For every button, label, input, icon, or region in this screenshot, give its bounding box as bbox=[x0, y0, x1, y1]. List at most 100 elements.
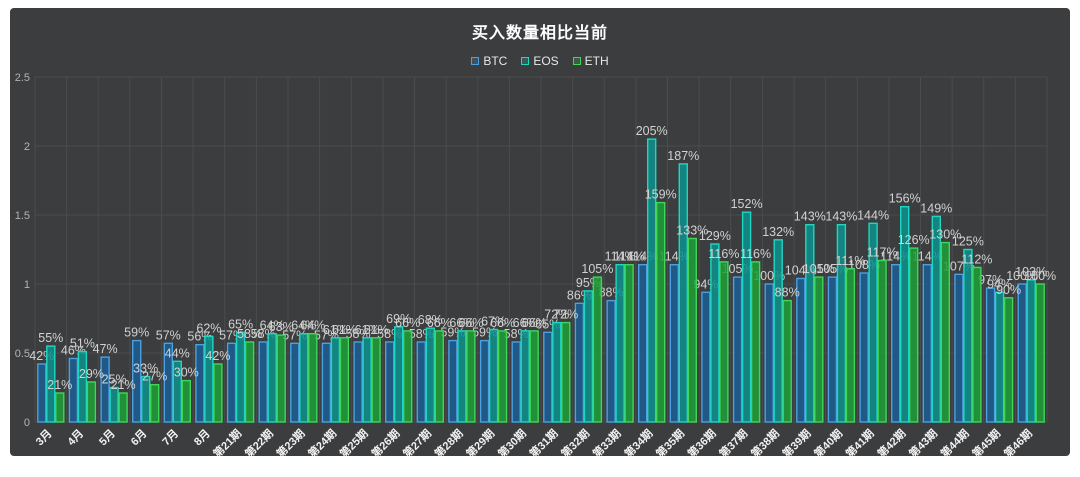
bar-eth[interactable] bbox=[86, 381, 97, 423]
legend-item-eos[interactable]: EOS bbox=[521, 54, 559, 68]
bar-eth[interactable] bbox=[529, 330, 539, 423]
bar-eth[interactable] bbox=[972, 266, 982, 423]
bar-eos[interactable] bbox=[678, 163, 688, 423]
bar-eos[interactable] bbox=[615, 264, 625, 423]
bar-eos[interactable] bbox=[488, 328, 499, 423]
bar-eos[interactable] bbox=[773, 239, 783, 423]
bar-btc[interactable] bbox=[68, 357, 79, 423]
bar-eos[interactable] bbox=[994, 291, 1005, 423]
bar-eth[interactable] bbox=[877, 259, 887, 423]
bar-btc[interactable] bbox=[922, 264, 932, 423]
bar-eos[interactable] bbox=[457, 330, 467, 423]
bar-btc[interactable] bbox=[859, 272, 869, 423]
bar-btc[interactable] bbox=[448, 339, 458, 423]
bar-eth[interactable] bbox=[371, 337, 381, 423]
bar-eos[interactable] bbox=[204, 335, 214, 423]
bar-eth[interactable] bbox=[845, 268, 856, 423]
bar-eos[interactable] bbox=[235, 331, 246, 423]
bar-btc[interactable] bbox=[1017, 283, 1027, 423]
bar-btc[interactable] bbox=[416, 341, 426, 423]
bar-eos[interactable] bbox=[77, 350, 88, 423]
bar-eth[interactable] bbox=[308, 333, 318, 423]
bar-eos[interactable] bbox=[140, 375, 151, 423]
bar-eos[interactable] bbox=[520, 330, 530, 423]
bar-btc[interactable] bbox=[954, 273, 964, 423]
bar-eos[interactable] bbox=[362, 337, 372, 423]
bar-btc[interactable] bbox=[131, 339, 142, 423]
legend-item-eth[interactable]: ETH bbox=[572, 54, 609, 68]
bar-eos[interactable] bbox=[741, 211, 752, 423]
bar-btc[interactable] bbox=[511, 341, 521, 423]
bar-eos[interactable] bbox=[267, 333, 277, 423]
bar-btc[interactable] bbox=[163, 342, 174, 423]
bar-eos[interactable] bbox=[836, 223, 847, 423]
bar-eth[interactable] bbox=[909, 247, 919, 423]
bar-eos[interactable] bbox=[109, 386, 119, 423]
bar-eth[interactable] bbox=[276, 334, 286, 423]
bar-eth[interactable] bbox=[750, 261, 761, 423]
bar-eth[interactable] bbox=[940, 241, 950, 423]
bar-eth[interactable] bbox=[118, 392, 128, 423]
bar-eos[interactable] bbox=[425, 327, 435, 423]
bar-eos[interactable] bbox=[299, 333, 309, 423]
bar-btc[interactable] bbox=[100, 356, 110, 423]
bar-eth[interactable] bbox=[403, 330, 413, 423]
bar-btc[interactable] bbox=[195, 344, 205, 423]
bar-eos[interactable] bbox=[900, 205, 910, 423]
bar-eth[interactable] bbox=[339, 337, 350, 423]
bar-btc[interactable] bbox=[701, 291, 711, 423]
bar-eos[interactable] bbox=[394, 326, 404, 423]
bar-btc[interactable] bbox=[638, 264, 648, 423]
bar-btc[interactable] bbox=[732, 276, 743, 423]
bar-eth[interactable] bbox=[434, 330, 444, 423]
bar-eth[interactable] bbox=[687, 237, 697, 423]
bar-eth[interactable] bbox=[1003, 297, 1014, 423]
bar-btc[interactable] bbox=[669, 264, 679, 423]
bar-btc[interactable] bbox=[321, 342, 332, 423]
bar-eos[interactable] bbox=[552, 321, 562, 423]
bar-eth[interactable] bbox=[497, 330, 508, 423]
bar-eth[interactable] bbox=[244, 341, 255, 423]
bar-btc[interactable] bbox=[574, 302, 585, 423]
bar-eos[interactable] bbox=[583, 290, 594, 423]
bar-btc[interactable] bbox=[37, 363, 47, 423]
bar-chart[interactable]: 00.511.522.542% 46% 47%59% 57% 56% 57% 58% 57% 5… bbox=[10, 8, 1070, 456]
bar-btc[interactable] bbox=[606, 299, 616, 423]
bar-eos[interactable] bbox=[868, 222, 878, 423]
bar-eos[interactable] bbox=[931, 215, 941, 423]
bar-btc[interactable] bbox=[543, 331, 553, 423]
bar-btc[interactable] bbox=[226, 342, 237, 423]
bar-eos[interactable] bbox=[710, 243, 720, 423]
bar-eth[interactable] bbox=[656, 201, 666, 423]
bar-eth[interactable] bbox=[1035, 283, 1045, 423]
bar-eth[interactable] bbox=[624, 264, 634, 423]
bar-eth[interactable] bbox=[561, 321, 571, 423]
bar-btc[interactable] bbox=[985, 287, 996, 423]
bar-eos[interactable] bbox=[805, 223, 815, 423]
bar-eth[interactable] bbox=[213, 363, 223, 423]
bar-eth[interactable] bbox=[55, 392, 65, 423]
bar-btc[interactable] bbox=[479, 339, 490, 423]
bar-btc[interactable] bbox=[891, 264, 901, 423]
bar-eth[interactable] bbox=[782, 299, 792, 423]
bar-eth[interactable] bbox=[719, 261, 729, 423]
bar-eth[interactable] bbox=[466, 330, 476, 423]
bar-eth[interactable] bbox=[814, 276, 824, 423]
bar-btc[interactable] bbox=[764, 283, 774, 423]
legend-item-btc[interactable]: BTC bbox=[471, 54, 507, 68]
bar-eos[interactable] bbox=[330, 337, 341, 423]
bar-btc[interactable] bbox=[385, 341, 395, 423]
bar-btc[interactable] bbox=[827, 276, 838, 423]
bar-eth[interactable] bbox=[149, 384, 160, 423]
bar-btc[interactable] bbox=[796, 277, 806, 423]
bar-eth[interactable] bbox=[592, 276, 603, 423]
bar-btc[interactable] bbox=[353, 341, 363, 423]
bar-eos[interactable] bbox=[172, 360, 183, 423]
bar-eos[interactable] bbox=[647, 138, 657, 423]
bar-btc[interactable] bbox=[258, 341, 268, 423]
bar-eos[interactable] bbox=[1026, 279, 1036, 423]
bar-eos[interactable] bbox=[963, 248, 973, 423]
bar-eth[interactable] bbox=[181, 379, 192, 423]
bar-btc[interactable] bbox=[290, 342, 300, 423]
bar-eos[interactable] bbox=[46, 345, 56, 423]
